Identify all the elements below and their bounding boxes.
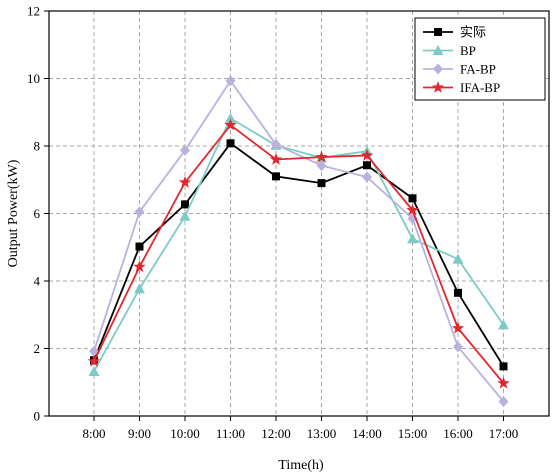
- data-point: [407, 233, 418, 244]
- series-3: [87, 118, 510, 389]
- y-tick-label: 2: [34, 341, 41, 356]
- data-point: [498, 319, 509, 330]
- legend: 实际 BP FA-BP IFA-BP: [414, 17, 546, 101]
- legend-label: FA-BP: [460, 62, 496, 77]
- x-tick-label: 8:00: [82, 426, 105, 441]
- y-tick-label: 10: [27, 71, 40, 86]
- series-0: [90, 139, 508, 371]
- data-point: [360, 148, 374, 161]
- data-point: [226, 139, 235, 148]
- x-tick-label: 12:00: [261, 426, 291, 441]
- data-point: [87, 354, 101, 367]
- y-tick-label: 4: [34, 274, 41, 289]
- legend-marker: [431, 81, 445, 93]
- grid: [49, 11, 549, 416]
- data-point: [179, 210, 191, 221]
- y-axis-title: Output Power(kW): [6, 159, 21, 267]
- x-tick-label: 15:00: [398, 426, 428, 441]
- data-point: [452, 253, 464, 264]
- data-point: [453, 341, 463, 353]
- x-tick-label: 11:00: [216, 426, 245, 441]
- legend-marker: [433, 63, 443, 75]
- data-point: [451, 321, 465, 334]
- data-point: [363, 161, 371, 170]
- series-line: [93, 79, 505, 403]
- x-tick-label: 14:00: [352, 426, 382, 441]
- data-point: [133, 260, 146, 273]
- series-2: [89, 75, 509, 407]
- data-point: [88, 365, 100, 376]
- series-line: [93, 117, 505, 372]
- legend-label: IFA-BP: [460, 80, 500, 95]
- x-axis-title: Time(h): [278, 458, 324, 473]
- x-tick-label: 13:00: [307, 426, 337, 441]
- data-point: [497, 376, 510, 389]
- data-point: [181, 200, 189, 209]
- data-point: [406, 203, 419, 216]
- data-point: [180, 144, 190, 156]
- data-point: [271, 139, 281, 151]
- data-point: [315, 150, 328, 163]
- data-point: [499, 362, 508, 371]
- data-point: [89, 345, 99, 357]
- x-tick-label: 17:00: [489, 426, 519, 441]
- data-point: [269, 153, 283, 165]
- data-point: [362, 171, 372, 183]
- y-tick-label: 6: [34, 206, 41, 221]
- data-point: [272, 172, 280, 181]
- axes: 0 2 4 6 8 10 12 8:00 9:00 10:00 11:00 12:00 13:00 14:…: [27, 4, 550, 441]
- legend-item: IFA-BP: [423, 80, 500, 95]
- x-tick-label: 9:00: [128, 426, 151, 441]
- legend-label: 实际: [460, 25, 486, 40]
- legend-item: FA-BP: [423, 62, 496, 77]
- data-point: [225, 75, 236, 87]
- data-point: [178, 175, 192, 188]
- y-tick-label: 8: [34, 139, 41, 154]
- data-point: [224, 118, 237, 131]
- series-group: [87, 75, 510, 407]
- data-point: [134, 206, 145, 218]
- series-line: [93, 142, 505, 367]
- y-tick-label: 12: [27, 4, 40, 19]
- data-point: [134, 283, 145, 294]
- x-tick-label: 10:00: [170, 426, 200, 441]
- data-point: [225, 112, 236, 123]
- data-point: [498, 395, 509, 407]
- legend-marker: [432, 45, 444, 55]
- x-tick-label: 16:00: [443, 426, 473, 441]
- data-point: [408, 194, 417, 203]
- data-point: [454, 288, 462, 297]
- data-point: [135, 242, 144, 251]
- legend-marker: [434, 28, 442, 36]
- y-tick-label: 0: [34, 409, 41, 424]
- data-point: [316, 160, 327, 172]
- legend-item: BP: [423, 43, 476, 58]
- data-point: [317, 179, 326, 188]
- legend-item: 实际: [423, 25, 486, 40]
- series-line: [93, 123, 505, 384]
- legend-label: BP: [460, 43, 476, 58]
